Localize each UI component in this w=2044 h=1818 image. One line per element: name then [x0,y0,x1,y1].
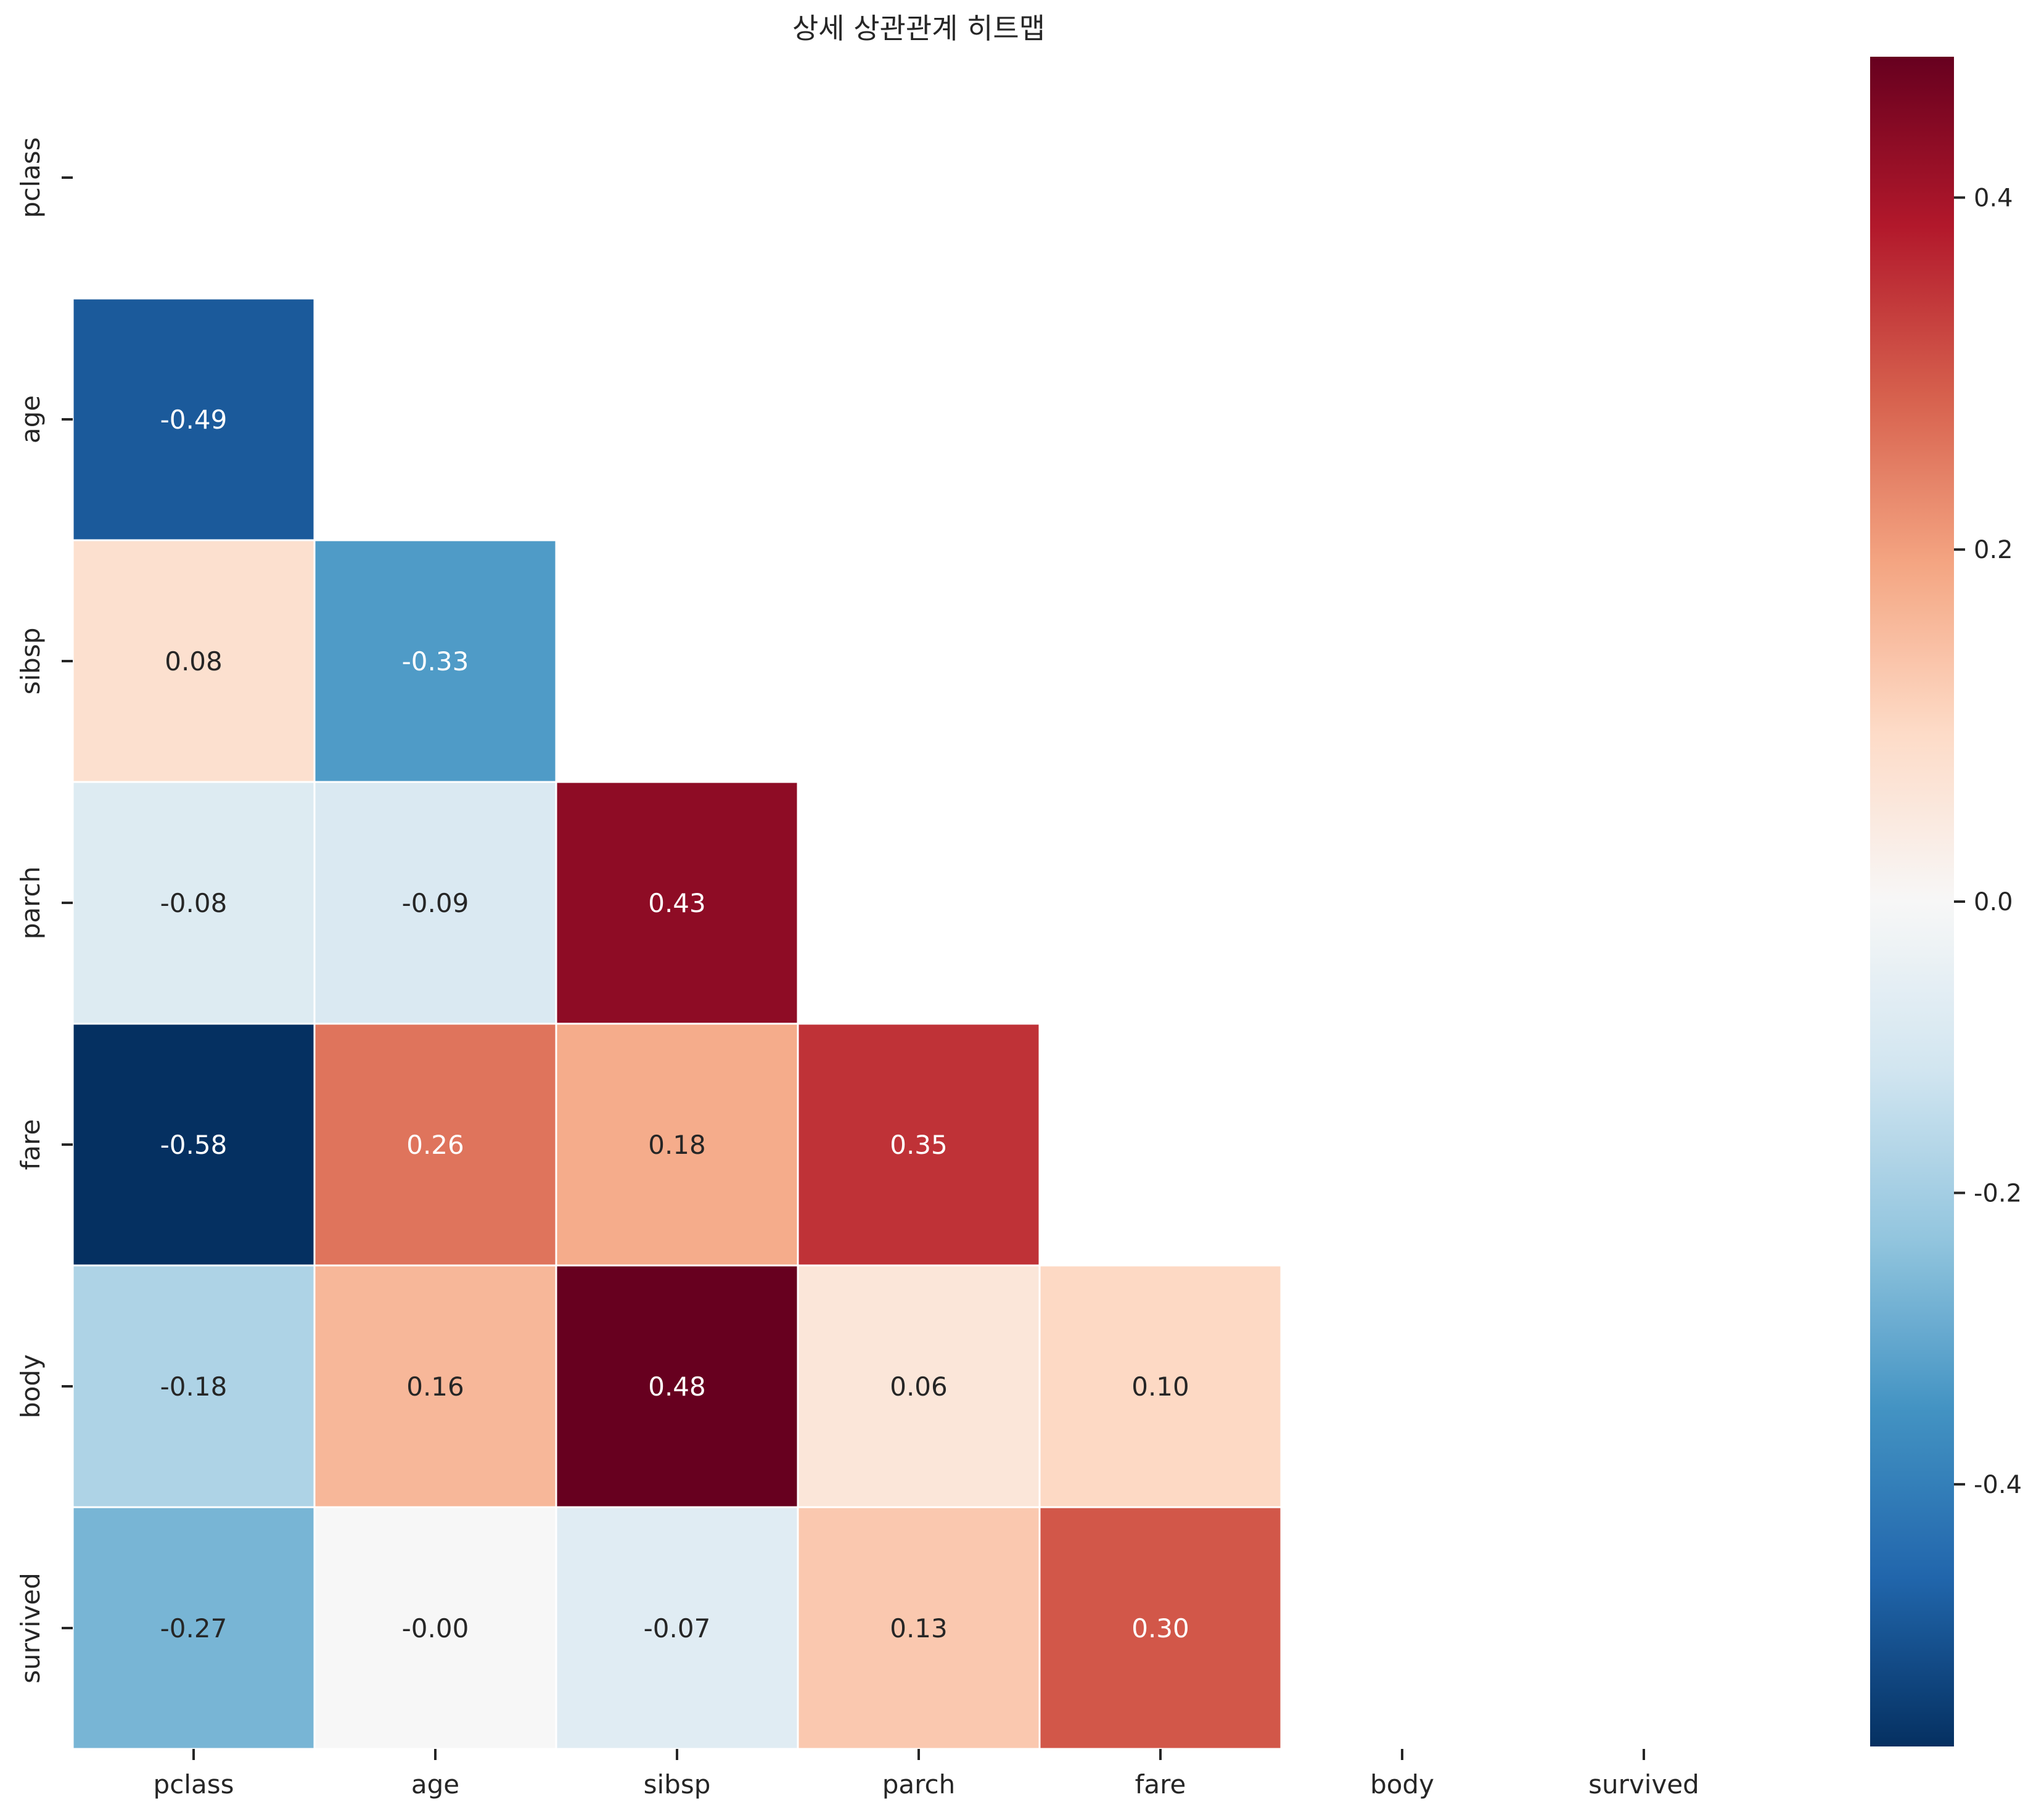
cell-value-label: 0.30 [1131,1613,1189,1643]
y-tick-label: survived [15,1573,46,1684]
heatmap-cell [797,1264,1041,1508]
x-axis: pclass age sibsp parch fare body survived [154,1749,1699,1799]
cell-value-label: -0.49 [160,405,228,435]
cell-value-label: -0.08 [160,888,228,918]
heatmap-cell [555,1264,799,1508]
heatmap-cell [313,1506,557,1750]
colorbar-tick-label: 0.0 [1974,888,2013,916]
x-tick-label: age [411,1769,459,1799]
colorbar-tick-label: -0.4 [1974,1471,2022,1499]
cell-value-label: 0.35 [890,1130,948,1160]
colorbar-tick-label: -0.2 [1974,1179,2022,1207]
cell-value-label: -0.58 [160,1130,228,1160]
x-tick-label: parch [882,1769,955,1799]
y-tick-label: age [15,395,46,443]
cell-value-label: 0.18 [648,1130,706,1160]
heatmap-cell [72,297,316,541]
cell-value-label: 0.43 [648,888,706,918]
cell-value-label: -0.18 [160,1372,228,1402]
cell-value-label: -0.09 [402,888,469,918]
cell-value-label: 0.26 [406,1130,464,1160]
cell-value-label: 0.13 [890,1613,948,1643]
cell-value-label: 0.16 [406,1372,464,1402]
heatmap-cell [313,1264,557,1508]
cell-value-label: 0.48 [648,1372,706,1402]
x-tick-label: body [1370,1769,1434,1799]
colorbar-tick-label: 0.4 [1974,184,2013,212]
y-tick-label: body [15,1354,46,1418]
heatmap-cell [1038,1506,1283,1750]
heatmap-cell [555,1506,799,1750]
cell-value-label: -0.33 [402,646,469,677]
cell-value-label: 0.08 [165,646,223,677]
heatmap-cell [313,1022,557,1267]
heatmap-cell [313,781,557,1025]
heatmap-cell [72,539,316,783]
heatmap-cell [555,781,799,1025]
cell-value-label: 0.10 [1131,1372,1189,1402]
x-tick-label: pclass [154,1769,234,1799]
heatmap-cell [797,1022,1041,1267]
heatmap-cell [1038,1264,1283,1508]
x-tick-label: survived [1588,1769,1699,1799]
x-tick-label: sibsp [644,1769,711,1799]
cell-value-label: -0.07 [644,1613,711,1643]
y-tick-label: sibsp [15,628,46,695]
chart-title: 상세 상관관계 히트맵 [792,12,1045,45]
heatmap-cell [72,781,316,1025]
y-axis: pclass age sibsp parch fare body survived [15,138,73,1684]
y-tick-label: parch [15,866,46,939]
colorbar-gradient [1870,57,1954,1746]
heatmap-cells: -0.49 0.08 -0.33 -0.08 -0.09 0.43 -0.58 0.26 0.1… [72,297,1283,1750]
colorbar: 0.4 0.2 0.0 -0.2 -0.4 [1870,57,2022,1746]
heatmap-cell [797,1506,1041,1750]
y-tick-label: fare [15,1119,46,1170]
x-tick-label: fare [1135,1769,1186,1799]
y-tick-label: pclass [15,138,46,218]
cell-value-label: 0.06 [890,1372,948,1402]
cell-value-label: -0.27 [160,1613,228,1643]
colorbar-tick-label: 0.2 [1974,536,2013,564]
cell-value-label: -0.00 [402,1613,469,1643]
heatmap-cell [313,539,557,783]
